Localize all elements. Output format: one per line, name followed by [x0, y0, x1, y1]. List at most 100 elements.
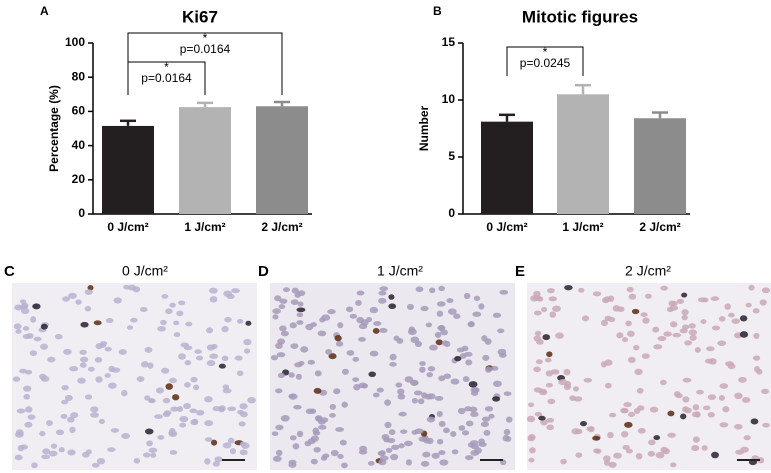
cell-nucleus	[15, 431, 24, 438]
cell-nucleus	[592, 435, 601, 441]
cell-nucleus	[653, 344, 663, 350]
cell-nucleus	[503, 428, 511, 436]
cell-nucleus	[84, 394, 93, 400]
cell-nucleus	[79, 362, 87, 368]
cell-nucleus	[341, 401, 348, 408]
cell-nucleus	[701, 445, 708, 451]
cell-nucleus	[657, 335, 667, 342]
cell-nucleus	[505, 416, 513, 423]
cell-nucleus	[408, 326, 416, 333]
cell-nucleus	[564, 284, 573, 291]
cell-nucleus	[212, 461, 220, 467]
cell-nucleus	[545, 382, 553, 388]
cell-nucleus	[631, 308, 640, 315]
cell-nucleus	[575, 452, 583, 458]
cell-nucleus	[682, 377, 692, 383]
cell-nucleus	[172, 394, 180, 401]
cell-nucleus	[451, 449, 459, 455]
cell-nucleus	[14, 304, 23, 311]
cell-nucleus	[603, 460, 611, 466]
cell-nucleus	[680, 413, 687, 420]
cell-nucleus	[431, 452, 440, 459]
cell-nucleus	[179, 416, 189, 423]
cell-nucleus	[385, 447, 393, 453]
cell-nucleus	[99, 343, 107, 348]
cell-nucleus	[355, 300, 362, 306]
cell-nucleus	[413, 390, 423, 396]
cell-nucleus	[492, 312, 502, 318]
cell-nucleus	[40, 343, 48, 350]
cell-nucleus	[328, 353, 337, 360]
cell-nucleus	[296, 430, 304, 438]
cell-nucleus	[206, 344, 215, 351]
cell-nucleus	[463, 292, 471, 300]
cell-nucleus	[333, 388, 341, 395]
cell-nucleus	[61, 399, 69, 405]
cell-nucleus	[373, 321, 382, 326]
cell-nucleus	[438, 285, 445, 292]
cell-nucleus	[390, 453, 399, 461]
cell-nucleus	[41, 454, 51, 460]
cell-nucleus	[718, 395, 726, 401]
cell-nucleus	[361, 383, 369, 389]
cell-nucleus	[711, 325, 721, 331]
bar	[557, 94, 609, 214]
cell-nucleus	[457, 407, 466, 415]
x-tick-label: 0 J/cm²	[486, 220, 527, 234]
bar	[634, 118, 686, 214]
cell-nucleus	[389, 353, 397, 361]
cell-nucleus	[329, 403, 337, 410]
cell-nucleus	[626, 286, 634, 293]
cell-nucleus	[126, 325, 134, 330]
x-tick-label: 1 J/cm²	[562, 220, 603, 234]
cell-nucleus	[169, 449, 178, 455]
cell-nucleus	[297, 290, 306, 297]
cell-nucleus	[752, 308, 760, 314]
cell-nucleus	[673, 391, 681, 398]
cell-nucleus	[580, 420, 587, 427]
cell-nucleus	[397, 388, 405, 395]
cell-nucleus	[227, 437, 235, 444]
cell-nucleus	[389, 362, 397, 367]
cell-nucleus	[239, 403, 248, 410]
cell-nucleus	[472, 387, 480, 394]
cell-nucleus	[32, 303, 41, 310]
micrograph	[270, 283, 515, 470]
cell-nucleus	[39, 430, 46, 437]
cell-nucleus	[179, 422, 187, 428]
cell-nucleus	[184, 360, 192, 366]
cell-nucleus	[196, 409, 205, 416]
cell-nucleus	[438, 420, 446, 428]
cell-nucleus	[372, 327, 380, 334]
cell-nucleus	[533, 366, 541, 373]
cell-nucleus	[337, 453, 344, 460]
cell-nucleus	[761, 287, 771, 294]
cell-nucleus	[546, 417, 555, 423]
cell-nucleus	[604, 382, 612, 389]
cell-nucleus	[485, 366, 492, 373]
cell-nucleus	[305, 408, 315, 415]
cell-nucleus	[54, 334, 63, 340]
cell-nucleus	[697, 297, 707, 303]
cell-nucleus	[245, 320, 252, 326]
cell-nucleus	[278, 304, 286, 310]
cell-nucleus	[535, 359, 543, 365]
cell-nucleus	[667, 432, 676, 438]
cell-nucleus	[692, 436, 700, 443]
cell-nucleus	[410, 336, 420, 344]
cell-nucleus	[157, 435, 165, 440]
cell-nucleus	[176, 406, 184, 413]
cell-nucleus	[734, 423, 743, 430]
cell-nucleus	[600, 319, 609, 327]
cell-nucleus	[604, 359, 613, 366]
cell-nucleus	[29, 350, 37, 357]
cell-nucleus	[183, 403, 192, 410]
cell-nucleus	[104, 346, 112, 352]
cell-nucleus	[663, 331, 672, 337]
cell-nucleus	[236, 370, 244, 377]
cell-nucleus	[660, 285, 668, 291]
cell-nucleus	[539, 388, 547, 394]
cell-nucleus	[427, 393, 436, 400]
cell-nucleus	[226, 293, 235, 300]
cell-nucleus	[353, 384, 361, 391]
